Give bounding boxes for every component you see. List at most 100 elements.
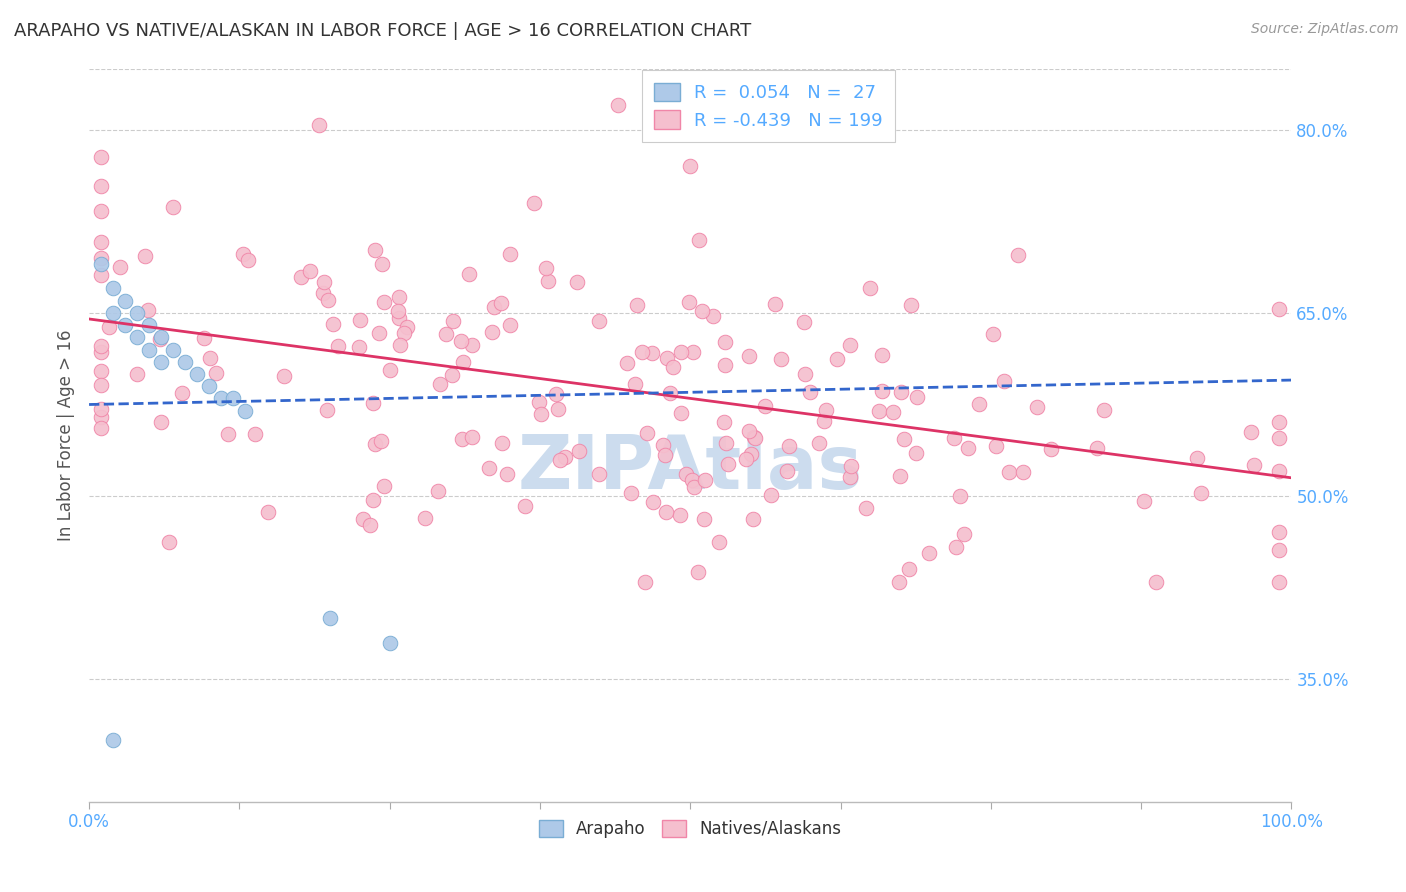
Point	[686, 566, 709, 580]
Point	[616, 356, 638, 370]
Point	[318, 611, 340, 625]
Point	[534, 260, 557, 275]
Point	[1268, 301, 1291, 316]
Point	[186, 367, 208, 381]
Point	[434, 326, 457, 341]
Point	[654, 449, 676, 463]
Point	[693, 473, 716, 487]
Point	[478, 460, 501, 475]
Point	[742, 512, 765, 526]
Point	[993, 374, 1015, 388]
Point	[763, 297, 786, 311]
Point	[859, 280, 882, 294]
Point	[669, 345, 692, 359]
Point	[389, 337, 412, 351]
Point	[308, 118, 330, 132]
Point	[371, 257, 394, 271]
Point	[956, 442, 979, 456]
Point	[361, 395, 384, 409]
Point	[322, 317, 344, 331]
Point	[652, 438, 675, 452]
Point	[839, 470, 862, 484]
Point	[388, 310, 411, 325]
Point	[378, 363, 401, 377]
Point	[737, 424, 759, 438]
Point	[900, 298, 922, 312]
Point	[378, 636, 401, 650]
Point	[793, 315, 815, 329]
Point	[825, 351, 848, 366]
Point	[243, 426, 266, 441]
Point	[396, 319, 419, 334]
Point	[679, 159, 702, 173]
Point	[138, 343, 160, 357]
Point	[984, 440, 1007, 454]
Point	[740, 447, 762, 461]
Point	[347, 340, 370, 354]
Point	[807, 436, 830, 450]
Point	[778, 439, 800, 453]
Point	[1240, 425, 1263, 439]
Point	[361, 492, 384, 507]
Text: ARAPAHO VS NATIVE/ALASKAN IN LABOR FORCE | AGE > 16 CORRELATION CHART: ARAPAHO VS NATIVE/ALASKAN IN LABOR FORCE…	[14, 22, 751, 40]
Point	[633, 574, 655, 589]
Point	[714, 334, 737, 349]
Point	[298, 264, 321, 278]
Point	[678, 295, 700, 310]
Point	[359, 517, 381, 532]
Point	[949, 489, 972, 503]
Point	[671, 406, 693, 420]
Point	[707, 534, 730, 549]
Point	[256, 504, 278, 518]
Point	[868, 404, 890, 418]
Point	[1007, 248, 1029, 262]
Point	[481, 325, 503, 339]
Point	[683, 480, 706, 494]
Point	[127, 306, 149, 320]
Point	[870, 384, 893, 398]
Point	[127, 330, 149, 344]
Point	[150, 355, 173, 369]
Y-axis label: In Labor Force | Age > 16: In Labor Force | Age > 16	[58, 329, 75, 541]
Point	[738, 350, 761, 364]
Point	[1085, 442, 1108, 456]
Point	[198, 379, 221, 393]
Point	[90, 268, 112, 282]
Point	[290, 270, 312, 285]
Point	[839, 338, 862, 352]
Point	[134, 249, 156, 263]
Point	[204, 366, 226, 380]
Point	[1132, 493, 1154, 508]
Point	[657, 351, 679, 365]
Point	[367, 326, 389, 340]
Point	[744, 431, 766, 445]
Point	[776, 464, 799, 478]
Point	[312, 285, 335, 300]
Point	[149, 332, 172, 346]
Point	[138, 318, 160, 332]
Point	[90, 257, 112, 271]
Point	[352, 512, 374, 526]
Point	[426, 483, 449, 498]
Point	[273, 368, 295, 383]
Point	[693, 511, 716, 525]
Point	[567, 444, 589, 458]
Point	[588, 467, 610, 481]
Point	[101, 733, 124, 747]
Point	[498, 247, 520, 261]
Point	[1012, 465, 1035, 479]
Point	[451, 355, 474, 369]
Point	[681, 473, 703, 487]
Point	[636, 426, 658, 441]
Point	[101, 281, 124, 295]
Point	[174, 355, 197, 369]
Point	[668, 508, 690, 522]
Point	[1189, 486, 1212, 500]
Point	[714, 435, 737, 450]
Point	[839, 458, 862, 473]
Point	[193, 331, 215, 345]
Point	[905, 390, 928, 404]
Point	[108, 260, 131, 274]
Point	[136, 302, 159, 317]
Point	[554, 450, 576, 464]
